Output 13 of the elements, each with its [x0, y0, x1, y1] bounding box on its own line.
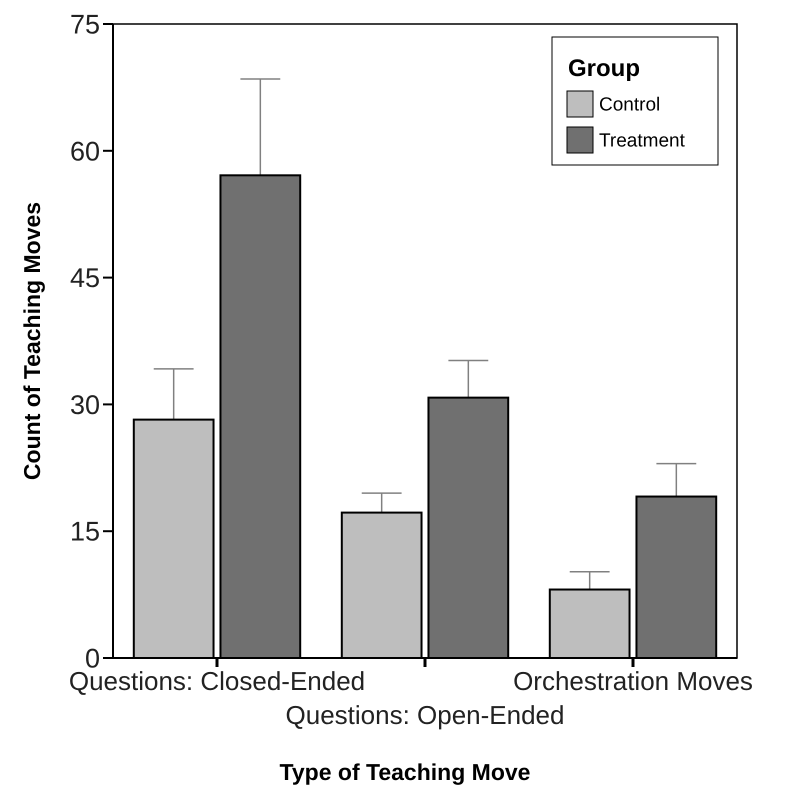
y-axis-title: Count of Teaching Moves [19, 202, 45, 480]
x-axis-title: Type of Teaching Move [280, 759, 530, 785]
y-tick-label: 15 [70, 516, 100, 547]
y-tick-label: 75 [70, 9, 100, 40]
y-tick-label: 45 [70, 263, 100, 294]
x-tick-label: Questions: Open-Ended [286, 700, 564, 730]
legend-label: Treatment [599, 130, 686, 152]
y-tick-label: 60 [70, 136, 100, 166]
y-tick-label: 0 [84, 643, 100, 674]
y-tick-label: 30 [70, 390, 100, 420]
legend-title: Group [568, 55, 640, 82]
legend-label: Control [599, 94, 660, 116]
x-tick-label: Orchestration Moves [513, 666, 753, 696]
